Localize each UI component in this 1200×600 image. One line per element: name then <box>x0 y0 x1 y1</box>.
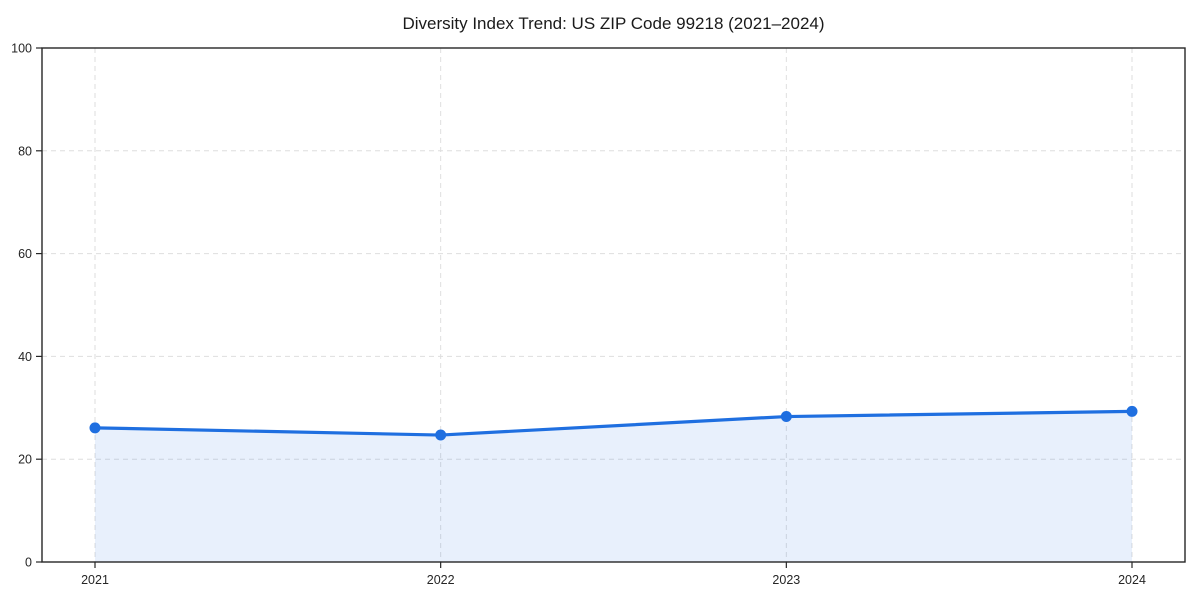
y-tick-label-80: 80 <box>18 144 32 158</box>
data-point-2024 <box>1126 405 1138 417</box>
x-tick-label-2024: 2024 <box>1118 573 1146 587</box>
y-tick-label-40: 40 <box>18 350 32 364</box>
chart-title: Diversity Index Trend: US ZIP Code 99218… <box>402 14 825 33</box>
data-point-2022 <box>435 429 447 441</box>
y-tick-label-0: 0 <box>25 556 32 570</box>
plot-border <box>41 47 1186 563</box>
x-tick-label-2022: 2022 <box>427 573 455 587</box>
trend-line <box>93 409 1134 437</box>
y-tick-label-60: 60 <box>18 247 32 261</box>
data-point-2021 <box>89 422 101 434</box>
x-tick-label-2023: 2023 <box>772 573 800 587</box>
data-point-2023 <box>780 411 792 423</box>
y-tick-label-20: 20 <box>18 453 32 467</box>
y-tick-label-100: 100 <box>11 42 32 56</box>
x-tick-label-2021: 2021 <box>81 573 109 587</box>
area-fill <box>95 411 1132 562</box>
